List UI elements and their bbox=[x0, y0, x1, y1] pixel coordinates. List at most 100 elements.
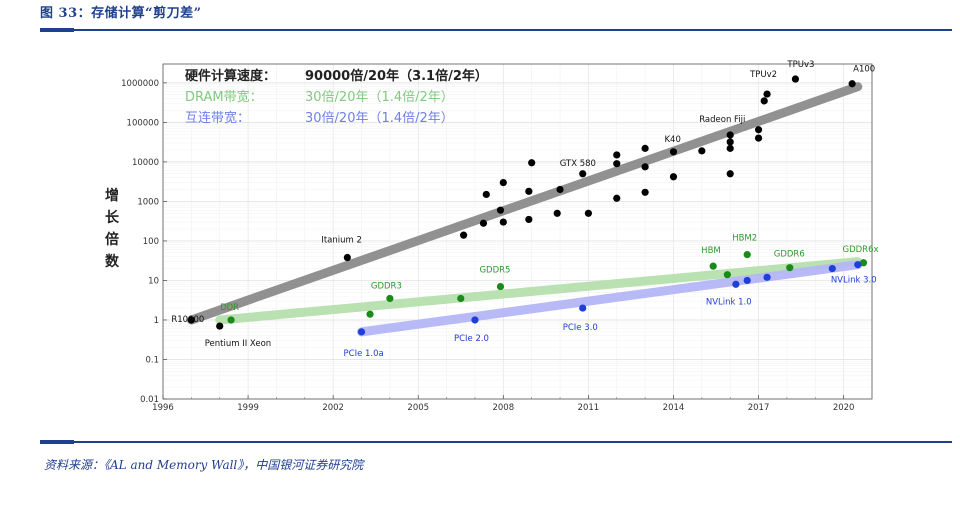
trend-line-2 bbox=[357, 260, 863, 337]
data-point-0-27 bbox=[726, 138, 734, 146]
data-point-0-10 bbox=[525, 215, 533, 224]
y-tick-label: 100 bbox=[143, 237, 159, 247]
data-point-2-5 bbox=[763, 273, 771, 281]
trend-line-0 bbox=[186, 82, 863, 325]
data-point-0-7 bbox=[499, 218, 507, 226]
y-tick-label: 10000 bbox=[132, 158, 159, 168]
plot-frame bbox=[162, 63, 873, 400]
legend-compute-name: 硬件计算速度： bbox=[185, 68, 276, 84]
data-point-2-4 bbox=[743, 276, 751, 285]
y-tick-label: 1000 bbox=[137, 197, 159, 207]
data-point-0-30 bbox=[754, 126, 763, 134]
data-label: GDDR6x bbox=[842, 245, 878, 255]
x-tick-label: 1999 bbox=[237, 403, 259, 413]
data-point-1-7 bbox=[743, 251, 751, 259]
grid-lines bbox=[162, 64, 873, 400]
data-point-0-11 bbox=[528, 159, 536, 167]
data-point-1-6 bbox=[723, 271, 731, 279]
data-point-0-6 bbox=[496, 206, 505, 214]
data-point-0-28 bbox=[726, 131, 734, 139]
data-label: K40 bbox=[664, 135, 680, 145]
trend-line-1 bbox=[215, 257, 863, 325]
source-note: 资料来源：《AL and Memory Wall》，中国银河证券研究院 bbox=[44, 458, 364, 472]
data-point-0-21 bbox=[641, 144, 649, 152]
data-point-0-20 bbox=[641, 163, 649, 171]
x-tick-label: 2017 bbox=[748, 403, 770, 413]
data-point-2-7 bbox=[854, 261, 862, 269]
data-label: PCIe 1.0a bbox=[344, 349, 384, 359]
legend-compute-rate: 90000倍/20年（3.1倍/2年） bbox=[305, 68, 488, 84]
data-labels: R10000 Pentium II Xeon Itanium 2 GTX 580 K40… bbox=[171, 60, 878, 359]
data-point-0-24 bbox=[698, 147, 706, 155]
x-tick-label: 2011 bbox=[578, 403, 600, 413]
data-point-0-26 bbox=[726, 144, 734, 152]
data-point-1-0 bbox=[227, 316, 235, 324]
data-point-2-3 bbox=[732, 280, 740, 288]
data-point-1-8 bbox=[786, 264, 794, 272]
data-label: PCIe 3.0 bbox=[563, 323, 598, 333]
data-point-1-4 bbox=[496, 282, 505, 291]
data-point-2-0 bbox=[357, 328, 366, 336]
data-point-0-0 bbox=[187, 316, 195, 324]
x-tick-label: 2008 bbox=[492, 403, 514, 413]
data-point-0-14 bbox=[579, 170, 587, 178]
axis-ticks: 1996 1999 2002 2005 2008 2011 2014 2017 2020 0.01… bbox=[121, 79, 873, 413]
data-point-0-9 bbox=[525, 187, 533, 195]
data-point-1-3 bbox=[457, 294, 465, 303]
data-label: TPUv2 bbox=[749, 70, 777, 80]
y-tick-label: 1000000 bbox=[121, 79, 159, 89]
data-label: GDDR6 bbox=[774, 250, 805, 260]
data-label: Itanium 2 bbox=[321, 236, 362, 246]
data-point-1-9 bbox=[859, 259, 868, 267]
data-point-2-2 bbox=[579, 304, 587, 312]
data-label: PCIe 2.0 bbox=[454, 334, 489, 344]
y-axis-label-char: 增 bbox=[105, 187, 119, 204]
bottom-rule bbox=[40, 441, 952, 443]
data-label: GDDR3 bbox=[371, 281, 402, 291]
data-point-0-33 bbox=[791, 75, 800, 83]
y-tick-label: 10 bbox=[148, 276, 159, 286]
data-point-0-23 bbox=[669, 148, 678, 156]
data-label: R10000 bbox=[171, 315, 204, 325]
data-point-0-4 bbox=[479, 219, 488, 227]
data-label: NVLink 3.0 bbox=[831, 276, 877, 286]
data-point-0-12 bbox=[553, 209, 561, 217]
data-point-0-13 bbox=[556, 185, 564, 194]
data-point-1-2 bbox=[386, 294, 394, 303]
x-tick-label: 1996 bbox=[152, 403, 174, 413]
data-point-0-1 bbox=[216, 322, 224, 330]
data-point-0-34 bbox=[848, 80, 856, 88]
data-point-0-32 bbox=[763, 90, 771, 98]
data-point-0-17 bbox=[613, 160, 621, 168]
data-point-0-16 bbox=[613, 194, 621, 202]
y-tick-label: 0.01 bbox=[140, 395, 159, 405]
data-point-2-1 bbox=[471, 316, 479, 324]
data-point-0-5 bbox=[482, 190, 490, 199]
trend-lines bbox=[186, 82, 863, 337]
data-label: GDDR5 bbox=[479, 266, 510, 276]
legend-interconnect-name: 互连带宽： bbox=[185, 110, 250, 126]
data-point-0-22 bbox=[669, 173, 678, 181]
data-point-0-29 bbox=[754, 134, 763, 142]
data-point-2-6 bbox=[828, 264, 836, 273]
y-axis-label-char: 倍 bbox=[105, 231, 119, 248]
legend-dram-name: DRAM带宽： bbox=[185, 89, 263, 105]
data-label: Radeon Fiji bbox=[699, 115, 745, 125]
data-label: HBM bbox=[701, 246, 721, 256]
data-point-0-3 bbox=[460, 231, 468, 239]
data-points bbox=[187, 75, 868, 336]
data-point-0-31 bbox=[760, 97, 768, 105]
data-label: NVLink 1.0 bbox=[706, 297, 752, 307]
data-label: GTX 580 bbox=[560, 159, 596, 169]
data-point-1-1 bbox=[366, 310, 374, 318]
data-label: HBM2 bbox=[732, 234, 757, 244]
data-point-0-2 bbox=[343, 253, 351, 262]
x-tick-label: 2014 bbox=[663, 403, 685, 413]
y-tick-label: 100000 bbox=[127, 118, 159, 128]
figure-title: 图 33：存储计算“剪刀差” bbox=[40, 6, 202, 21]
data-label: DDR bbox=[220, 303, 239, 313]
data-point-1-5 bbox=[709, 262, 717, 270]
legend-interconnect-rate: 30倍/20年（1.4倍/2年） bbox=[305, 111, 454, 126]
legend: 硬件计算速度： 90000倍/20年（3.1倍/2年） DRAM带宽： 30倍/… bbox=[185, 68, 488, 126]
